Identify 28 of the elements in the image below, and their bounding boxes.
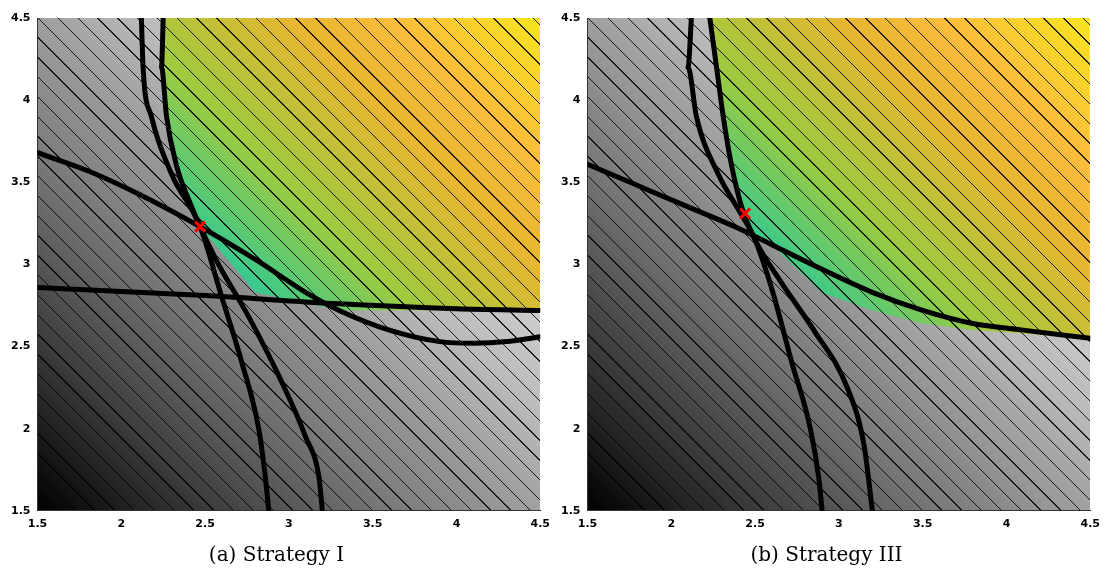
y-tick-label: 2 <box>22 421 31 435</box>
text: (b) Strategy III <box>749 542 903 567</box>
x-tick-label: 3 <box>285 517 293 531</box>
y-tick-label: 1.5 <box>10 503 31 517</box>
y-tick-label: 3 <box>22 257 31 271</box>
x-tick-label: 4 <box>452 517 461 531</box>
x-tick-label: 3 <box>834 517 843 531</box>
x-tick-label: 3.5 <box>912 517 932 531</box>
y-tick-label: 4.5 <box>10 10 31 24</box>
y-tick-label: 3 <box>572 257 580 271</box>
y-tick-label: 4 <box>22 92 31 106</box>
x-tick-label: 2 <box>117 517 126 531</box>
x-tick-label: 2.5 <box>744 517 765 531</box>
x-tick-label: 2.5 <box>195 517 215 531</box>
y-tick-label: 3.5 <box>10 175 31 189</box>
y-tick-label: 2 <box>572 421 580 435</box>
text: (a) Strategy I <box>208 542 345 567</box>
y-tick-label: 3.5 <box>560 175 580 189</box>
x-tick-label: 2 <box>666 517 675 531</box>
y-tick-label: 1.5 <box>560 503 580 517</box>
y-tick-label: 2.5 <box>560 339 580 353</box>
x-tick-label: 4.5 <box>1080 517 1100 531</box>
y-tick-label: 4.5 <box>560 10 580 24</box>
x-tick-label: 4.5 <box>530 517 551 531</box>
x-tick-label: 3.5 <box>362 517 383 531</box>
y-tick-label: 2.5 <box>10 339 31 353</box>
x-tick-label: 4 <box>1002 517 1011 531</box>
y-tick-label: 4 <box>572 92 581 106</box>
